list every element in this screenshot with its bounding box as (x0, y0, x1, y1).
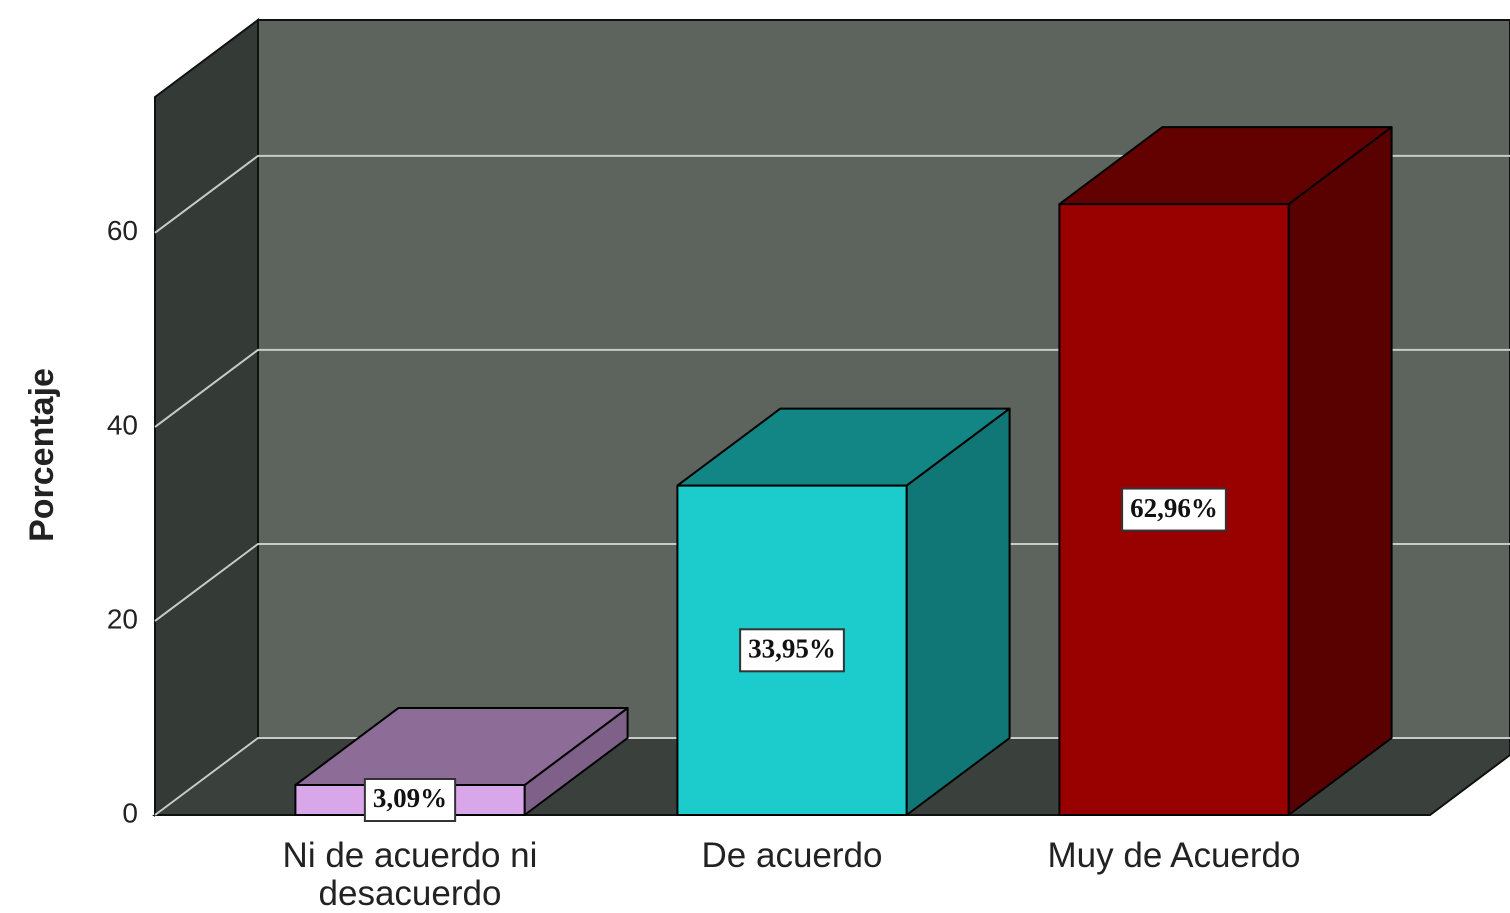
value-label: 3,09% (373, 783, 447, 813)
left-wall (154, 18, 259, 817)
value-label: 33,95% (748, 633, 836, 663)
y-tick-label: 60 (107, 215, 138, 246)
x-tick-label: De acuerdo (701, 836, 883, 875)
y-axis-title: Porcentaje (23, 368, 61, 542)
value-label: 62,96% (1130, 493, 1218, 523)
x-tick-label: Ni de acuerdo ni desacuerdo (282, 836, 538, 913)
grid-line (154, 154, 1510, 234)
y-tick-label: 20 (107, 603, 138, 634)
value-label-box (363, 778, 457, 823)
x-tick-label: Muy de Acuerdo (1047, 836, 1301, 875)
value-label-box (739, 628, 845, 673)
value-label-box (1121, 487, 1227, 532)
y-tick-label: 40 (107, 409, 138, 440)
y-tick-label: 0 (122, 797, 138, 828)
bar-side (1287, 126, 1393, 816)
